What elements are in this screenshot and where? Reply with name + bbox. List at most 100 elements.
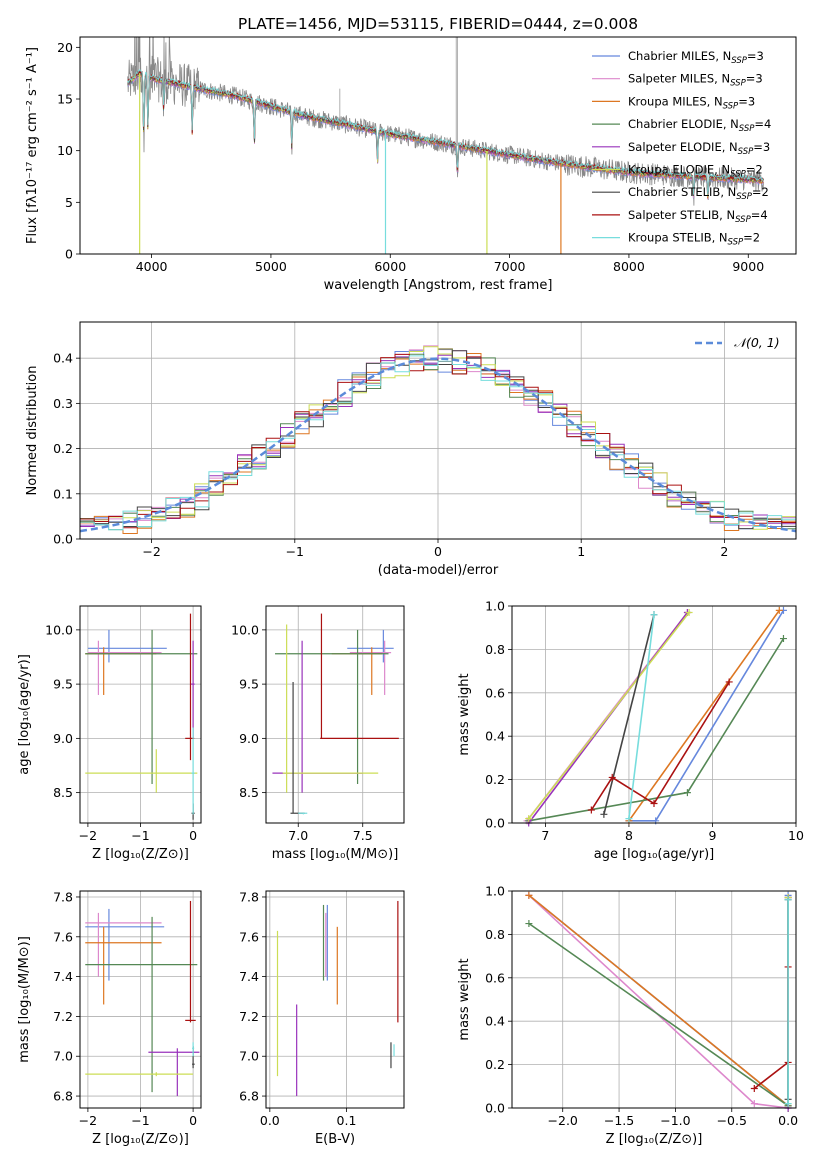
y-tick-label: 5: [65, 195, 73, 210]
weight-line: [628, 609, 780, 822]
gaussian-curve: [80, 357, 796, 533]
y-tick-label: 0.0: [485, 816, 505, 831]
legend-entry: Kroupa STELIB, NSSP=2: [628, 231, 760, 248]
x-tick-label: 0.0: [260, 1113, 280, 1128]
legend-entry-ssp: SSP: [735, 215, 751, 225]
y-tick-label: 7.4: [239, 969, 259, 984]
legend-entry-n: , N: [720, 185, 736, 199]
x-tick-label: 7.0: [288, 828, 308, 843]
y-tick-label: 8.5: [53, 785, 73, 800]
y-tick-label: 15: [57, 92, 73, 107]
weight-marker: [725, 678, 733, 686]
y-axis-label: Flux [fλ10⁻¹⁷ erg cm⁻² s⁻¹ A⁻¹]: [25, 47, 40, 244]
y-tick-label: 6.8: [239, 1089, 259, 1104]
legend-entry-ssp: SSP: [730, 170, 746, 180]
legend-entry-n: , N: [722, 140, 738, 154]
legend-entry-name: Kroupa STELIB: [628, 231, 712, 245]
y-tick-label: 7.2: [239, 1009, 259, 1024]
panels: 4000 5000 6000 7000 8000 900005101520waveleng…: [17, 36, 804, 1147]
legend-entry-name: Kroupa ELODIE: [628, 163, 714, 177]
legend-entry-ssp: SSP: [739, 124, 755, 134]
x-tick-label: 8000: [613, 259, 645, 274]
histogram-step: [80, 355, 796, 531]
x-tick-label: 8: [625, 828, 633, 843]
y-tick-label: 20: [57, 40, 73, 55]
weight-lines: [523, 606, 787, 827]
x-tick-label: 0.0: [778, 1113, 798, 1128]
axes-frame: [79, 890, 202, 1109]
y-tick-label: 10: [57, 143, 73, 158]
x-tick-label: 9000: [732, 259, 764, 274]
weight-marker: [650, 799, 658, 807]
x-tick-label: 4000: [136, 259, 168, 274]
weight-marker: [525, 891, 533, 899]
y-tick-label: 7.0: [53, 1049, 73, 1064]
x-tick-label: 7: [541, 828, 549, 843]
x-tick-label: 0: [434, 544, 442, 559]
y-tick-label: 0.0: [485, 1101, 505, 1116]
legend-entry-value: =4: [751, 208, 768, 222]
legend-entry-value: =3: [738, 94, 755, 108]
y-tick-label: 9.5: [239, 677, 259, 692]
legend-entry-value: =3: [747, 49, 764, 63]
y-tick-label: 0.8: [485, 642, 505, 657]
legend-entry-value: =2: [752, 185, 769, 199]
x-tick-label: 5000: [255, 259, 287, 274]
chart-mass_vs_ebv: 0.0 0.1 6.8 7.0 7.2 7.4 7.6 7.8 E(B-V): [239, 889, 405, 1147]
weight-marker: [608, 773, 616, 781]
y-axis-label: Normed distribution: [25, 366, 40, 496]
y-tick-label: 8.5: [239, 785, 259, 800]
x-tick-label: −1.0: [660, 1113, 690, 1128]
legend-entry-value: =3: [746, 72, 763, 86]
errorbars: [272, 613, 399, 815]
y-tick-label: 0.4: [53, 351, 73, 366]
legend-entry: Kroupa ELODIE, NSSP=2: [628, 163, 763, 180]
axes-frame: [265, 605, 405, 824]
y-tick-label: 0.6: [485, 970, 505, 985]
y-tick-label: 9.0: [239, 731, 259, 746]
chart-spectrum: 4000 5000 6000 7000 8000 9000 0 5 10 15 20 waveleng…: [25, 36, 797, 293]
x-tick-label: 9: [708, 828, 716, 843]
x-tick-label: 7.5: [353, 828, 373, 843]
weight-marker: [750, 1100, 758, 1108]
legend-entry: Salpeter MILES, NSSP=3: [628, 72, 763, 89]
legend-entry-n: , N: [712, 231, 728, 245]
legend-entry-name: Chabrier MILES: [628, 49, 715, 63]
legend-entry-value: =2: [743, 231, 760, 245]
x-tick-label: −1: [131, 1113, 149, 1128]
x-tick-label: −2.0: [548, 1113, 578, 1128]
legend-entry-value: =3: [753, 140, 770, 154]
x-axis-label: E(B-V): [315, 1132, 355, 1147]
legend-gaussian-label: 𝒩(0, 1): [734, 335, 780, 350]
x-axis-label: wavelength [Angstrom, rest frame]: [324, 278, 553, 293]
y-tick-label: 0.2: [485, 772, 505, 787]
legend-entry-n: , N: [714, 72, 730, 86]
x-tick-label: 0: [189, 1113, 197, 1128]
axes-frame: [79, 321, 797, 540]
weight-marker: [784, 896, 792, 904]
x-tick-label: 0: [189, 828, 197, 843]
y-tick-label: 7.0: [239, 1049, 259, 1064]
x-tick-label: 0.1: [337, 1113, 357, 1128]
chart-age_vs_mass: 7.0 7.5 8.5 9.0 9.5 10.0 mass [log₁₀(M/M⊙)]: [231, 605, 405, 862]
axes-frame: [79, 605, 202, 824]
x-tick-label: −1: [286, 544, 304, 559]
errorbars: [276, 900, 399, 1097]
spectrum-lines: [127, 37, 764, 254]
weight-marker: [600, 810, 608, 818]
chart-mass_vs_Z: −2 −1 0 6.8 7.0 7.2 7.4 7.6 7.8 Z [log₁₀(Z/Z⊙)] ma…: [17, 889, 202, 1147]
axes-frame: [79, 36, 797, 255]
x-axis-label: mass [log₁₀(M/M⊙)]: [272, 847, 399, 862]
legend-entry: Kroupa MILES, NSSP=3: [628, 94, 755, 111]
y-tick-label: 0.4: [485, 1014, 505, 1029]
weight-marker: [750, 1084, 758, 1092]
x-tick-label: 6000: [374, 259, 406, 274]
legend-entry-name: Salpeter MILES: [628, 72, 714, 86]
weight-lines: [525, 891, 792, 1112]
y-tick-label: 0.6: [485, 685, 505, 700]
x-axis-label: Z [log₁₀(Z/Z⊙)]: [92, 847, 189, 862]
figure-title: PLATE=1456, MJD=53115, FIBERID=0444, z=0…: [238, 15, 638, 33]
axes-frame: [265, 890, 405, 1109]
